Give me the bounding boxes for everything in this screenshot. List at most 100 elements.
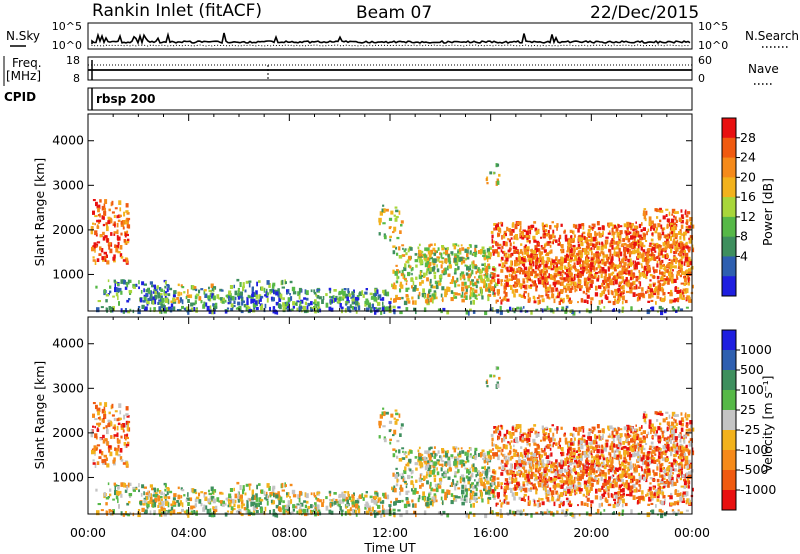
echo-cell: [126, 283, 128, 288]
echo-cell: [225, 300, 227, 303]
echo-cell: [118, 445, 120, 448]
echo-cell: [625, 281, 627, 286]
echo-cell: [275, 291, 278, 295]
echo-cell: [588, 432, 591, 435]
echo-cell: [494, 292, 496, 295]
echo-cell: [282, 483, 284, 488]
echo-cell: [662, 265, 664, 267]
echo-cell: [626, 244, 629, 248]
echo-cell: [650, 477, 653, 479]
echo-cell: [329, 288, 332, 291]
echo-cell: [658, 286, 660, 290]
echo-cell: [471, 279, 474, 282]
echo-cell: [540, 237, 542, 239]
echo-cell: [319, 296, 322, 299]
echo-cell: [565, 277, 568, 281]
echo-cell: [447, 287, 450, 292]
echo-cell: [432, 470, 435, 475]
echo-cell: [279, 305, 282, 310]
echo-cell: [492, 482, 495, 485]
echo-cell: [572, 259, 575, 261]
echo-cell: [545, 285, 547, 289]
echo-cell: [501, 235, 503, 240]
echo-cell: [121, 459, 124, 462]
echo-cell: [418, 247, 420, 250]
echo-cell: [119, 215, 122, 217]
echo-cell: [434, 493, 437, 495]
echo-cell: [436, 264, 438, 267]
echo-cell: [433, 475, 436, 477]
echo-cell: [591, 252, 593, 256]
echo-cell: [461, 299, 465, 303]
echo-cell: [488, 266, 490, 269]
echo-cell: [115, 248, 118, 253]
echo-cell: [240, 282, 242, 287]
echo-cell: [595, 489, 598, 494]
echo-cell: [578, 427, 581, 432]
echo-cell: [621, 259, 624, 262]
echo-cell: [677, 271, 680, 274]
echo-cell: [127, 421, 130, 423]
echo-cell: [620, 293, 622, 297]
echo-cell: [424, 247, 427, 251]
echo-cell: [669, 212, 671, 216]
echo-cell: [117, 283, 120, 286]
echo-cell: [611, 290, 613, 294]
echo-cell: [106, 463, 109, 467]
echo-cell: [358, 305, 360, 310]
echo-cell: [442, 500, 444, 505]
echo-cell: [414, 488, 417, 492]
echo-cell: [349, 496, 351, 500]
echo-cell: [466, 492, 468, 495]
echo-cell: [125, 308, 127, 311]
echo-cell: [454, 475, 457, 477]
echo-cell: [687, 262, 689, 266]
echo-cell: [110, 219, 112, 224]
echo-cell: [609, 222, 612, 226]
echo-cell: [406, 283, 408, 286]
echo-cell: [497, 497, 499, 499]
echo-cell: [307, 509, 309, 513]
echo-cell: [560, 300, 562, 302]
echo-cell: [343, 494, 346, 499]
echo-cell: [394, 215, 396, 217]
echo-cell: [650, 307, 653, 309]
echo-cell: [505, 258, 508, 262]
echo-cell: [478, 294, 481, 296]
echo-cell: [506, 299, 509, 302]
echo-cell: [584, 300, 587, 304]
echo-cell: [497, 233, 500, 236]
echo-cell: [683, 295, 685, 298]
echo-cell: [590, 297, 593, 300]
echo-cell: [96, 220, 98, 223]
echo-cell: [675, 260, 677, 264]
echo-cell: [123, 280, 125, 285]
echo-cell: [252, 490, 254, 494]
echo-cell: [230, 488, 233, 492]
echo-cell: [406, 497, 409, 501]
echo-cell: [519, 233, 521, 237]
echo-cell: [279, 508, 282, 513]
echo-cell: [234, 285, 236, 288]
noise-right-bottom-tick: 10^0: [698, 39, 728, 52]
echo-cell: [467, 257, 470, 260]
echo-cell: [686, 221, 688, 225]
echo-cell: [267, 495, 269, 499]
echo-cell: [619, 248, 621, 252]
echo-cell: [558, 271, 561, 274]
echo-cell: [661, 298, 664, 302]
echo-cell: [91, 450, 94, 454]
echo-cell: [318, 492, 320, 494]
echo-cell: [273, 306, 275, 309]
echo-cell: [538, 278, 540, 282]
echo-cell: [659, 261, 662, 265]
echo-cell: [478, 250, 480, 254]
echo-cell: [120, 233, 122, 236]
echo-cell: [513, 242, 515, 245]
echo-cell: [501, 260, 503, 262]
echo-cell: [533, 250, 536, 254]
echo-cell: [510, 254, 512, 258]
cpid-value: rbsp 200: [96, 92, 155, 106]
echo-cell: [660, 245, 662, 248]
echo-cell: [392, 231, 395, 233]
